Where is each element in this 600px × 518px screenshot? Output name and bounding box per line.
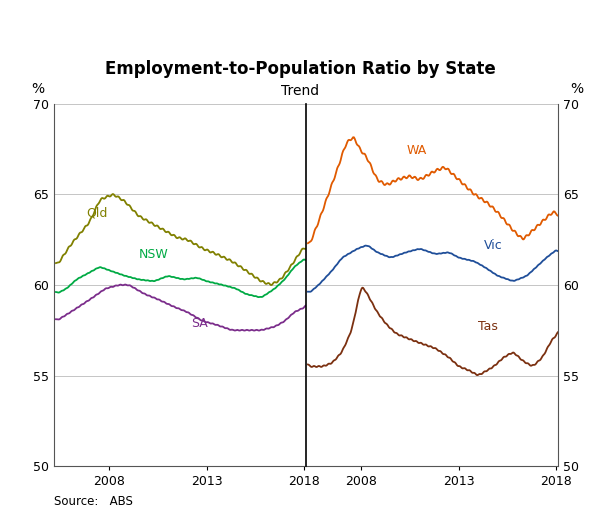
Text: Employment-to-Population Ratio by State: Employment-to-Population Ratio by State [104, 60, 496, 78]
Text: %: % [570, 82, 583, 96]
Text: SA: SA [191, 316, 208, 329]
Text: Vic: Vic [484, 239, 503, 252]
Text: Tas: Tas [478, 320, 498, 333]
Text: Source:   ABS: Source: ABS [54, 495, 133, 508]
Text: NSW: NSW [139, 248, 169, 261]
Text: WA: WA [406, 145, 427, 157]
Text: Trend: Trend [281, 84, 319, 98]
Text: %: % [31, 82, 44, 96]
Text: Qld: Qld [86, 206, 107, 219]
